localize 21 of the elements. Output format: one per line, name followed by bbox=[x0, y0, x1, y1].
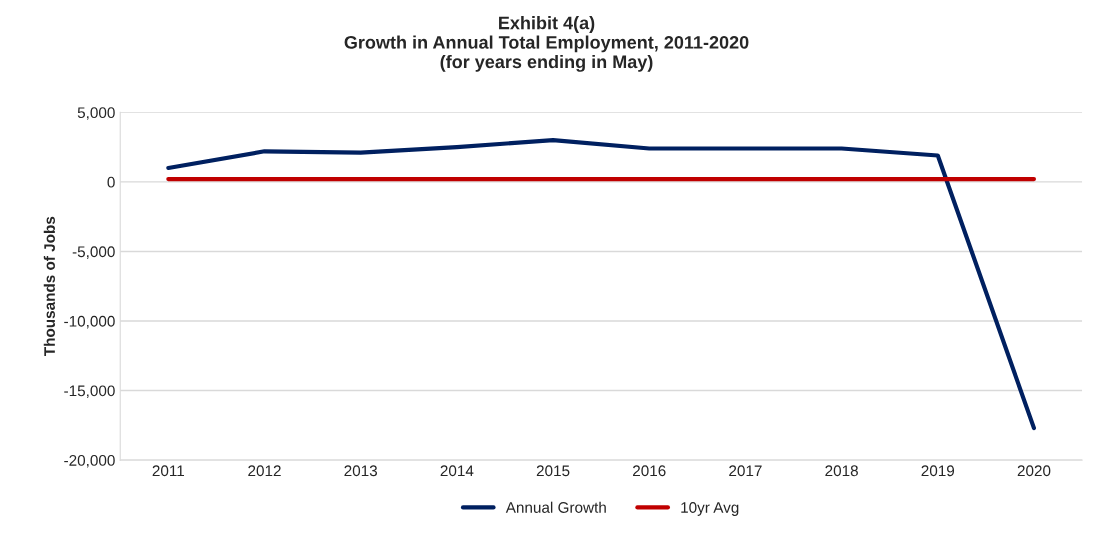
y-tick-label: -15,000 bbox=[64, 385, 115, 399]
x-tick-label: 2016 bbox=[633, 465, 666, 477]
y-tick-label: -20,000 bbox=[64, 454, 115, 468]
x-tick-label: 2019 bbox=[921, 465, 955, 477]
legend-label: 10yr Avg bbox=[681, 502, 739, 516]
x-tick-label: 2012 bbox=[248, 465, 281, 477]
x-tick-label: 2020 bbox=[1017, 465, 1051, 477]
x-tick-label: 2013 bbox=[344, 465, 378, 477]
x-tick-label: 2011 bbox=[152, 465, 185, 477]
x-tick-label: 2015 bbox=[536, 465, 570, 477]
y-tick-label: 0 bbox=[107, 176, 115, 188]
y-tick-label: 5,000 bbox=[77, 107, 115, 120]
x-tick-label: 2017 bbox=[729, 465, 762, 477]
x-tick-label: 2014 bbox=[440, 465, 474, 477]
y-tick-label: -10,000 bbox=[64, 315, 115, 329]
chart-title: Exhibit 4(a) Growth in Annual Total Employment, 2011-2020 (for years ending in May) bbox=[344, 16, 749, 72]
line-series bbox=[166, 138, 1037, 431]
x-tick-label: 2018 bbox=[825, 465, 858, 477]
legend-label: Annual Growth bbox=[505, 501, 606, 513]
y-axis-title: Thousands of Jobs bbox=[43, 216, 55, 357]
y-tick-label: -5,000 bbox=[72, 246, 115, 259]
